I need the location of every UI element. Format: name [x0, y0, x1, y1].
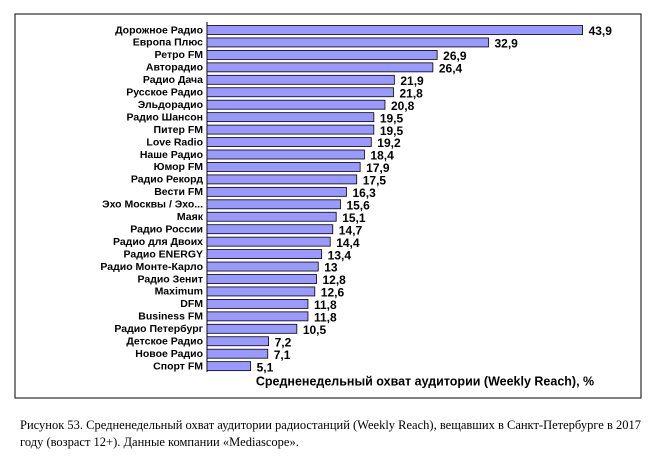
bar — [206, 211, 337, 222]
bar — [206, 336, 269, 347]
bar — [206, 274, 317, 284]
category-label: DFM — [180, 298, 203, 310]
category-label: Радио ENERGY — [124, 248, 204, 260]
value-label: 19,2 — [377, 136, 401, 150]
bar — [206, 25, 583, 35]
value-label: 17,9 — [366, 161, 390, 175]
value-label: 19,5 — [380, 111, 404, 125]
category-label: Питер FM — [154, 124, 204, 136]
category-label: Радио Петербург — [114, 323, 203, 335]
category-label: Детское Радио — [126, 336, 203, 348]
category-label: Ретро FM — [155, 49, 204, 61]
value-label: 32,9 — [494, 37, 518, 51]
bar — [206, 50, 438, 60]
bar — [206, 87, 394, 98]
value-label: 21,9 — [400, 74, 424, 88]
bar — [206, 174, 358, 185]
value-label: 15,1 — [342, 211, 366, 225]
category-label: Радио для Двоих — [113, 236, 203, 248]
bar — [206, 323, 298, 334]
category-label: Русское Радио — [126, 87, 203, 99]
value-label: 14,4 — [336, 236, 360, 250]
value-label: 7,2 — [275, 335, 292, 349]
value-label: 10,5 — [303, 323, 327, 337]
category-label: Радио России — [130, 223, 203, 235]
category-label: Радио Дача — [143, 74, 203, 86]
category-label: Наше Радио — [140, 149, 203, 161]
category-label: Вести FM — [154, 186, 203, 198]
bar — [206, 311, 309, 322]
value-label: 43,9 — [589, 24, 613, 38]
value-label: 13 — [324, 261, 338, 275]
category-label: Радио Рекорд — [131, 174, 203, 186]
value-label: 19,5 — [380, 124, 404, 138]
category-label: Радио Монте-Карло — [100, 261, 203, 273]
figure-caption: Рисунок 53. Средненедельный охват аудито… — [20, 418, 641, 449]
value-label: 26,4 — [439, 62, 463, 76]
bar — [206, 348, 269, 359]
bar — [206, 62, 434, 73]
bar — [206, 112, 375, 123]
bar — [206, 149, 365, 160]
category-label: Business FM — [138, 311, 203, 323]
bar — [206, 361, 252, 372]
chart-frame — [14, 13, 642, 399]
x-axis-label: Средненедельный охват аудитории (Weekly … — [256, 374, 594, 388]
value-label: 21,8 — [400, 86, 424, 100]
value-label: 14,7 — [339, 223, 363, 237]
bar — [206, 298, 309, 309]
category-label: Юмор FM — [154, 161, 204, 173]
bar — [206, 99, 386, 110]
bar — [206, 236, 331, 247]
bar — [206, 37, 489, 48]
bar — [206, 249, 323, 260]
value-label: 11,8 — [314, 298, 337, 312]
category-label: Радио Шансон — [127, 111, 203, 123]
category-label: Европа Плюс — [133, 37, 203, 49]
value-label: 12,6 — [321, 286, 345, 300]
category-label: Спорт FM — [153, 360, 203, 372]
value-label: 18,4 — [370, 149, 394, 163]
category-label: Дорожное Радио — [115, 24, 203, 36]
value-label: 17,5 — [363, 174, 387, 188]
value-label: 26,9 — [443, 49, 467, 63]
bar — [206, 74, 395, 85]
bar — [206, 186, 347, 197]
category-label: Maximum — [155, 286, 203, 298]
value-label: 5,1 — [257, 360, 274, 374]
bar — [206, 124, 375, 135]
value-label: 12,8 — [323, 273, 347, 287]
bar — [206, 261, 319, 272]
value-label: 7,1 — [274, 348, 291, 362]
value-label: 16,3 — [352, 186, 376, 200]
bar — [206, 286, 316, 297]
category-label: Маяк — [177, 211, 204, 223]
bar — [206, 137, 372, 147]
value-label: 13,4 — [328, 248, 352, 262]
category-label: Эльдорадио — [138, 99, 203, 111]
category-label: Новое Радио — [135, 348, 203, 360]
bar — [206, 224, 334, 235]
category-label: Радио Зенит — [137, 273, 203, 285]
bar — [206, 162, 361, 172]
category-label: Love Radio — [146, 136, 203, 148]
category-label: Эхо Москвы / Эхо... — [102, 199, 203, 211]
value-label: 15,6 — [346, 198, 370, 212]
value-label: 20,8 — [391, 99, 415, 113]
bar — [206, 199, 341, 210]
category-label: Авторадио — [146, 62, 203, 74]
value-label: 11,8 — [314, 311, 337, 325]
